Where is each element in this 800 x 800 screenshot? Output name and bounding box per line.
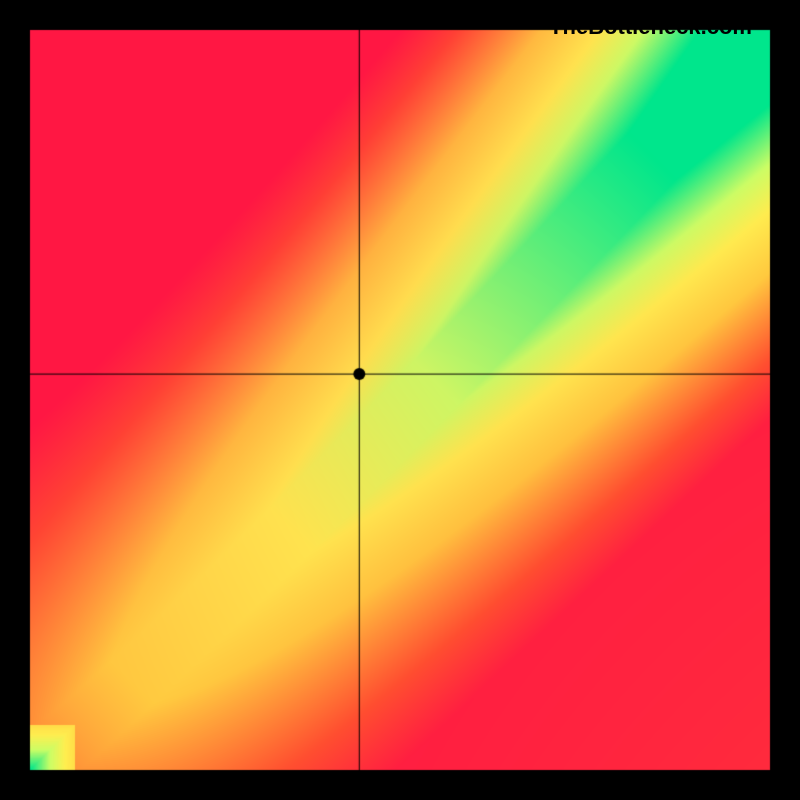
bottleneck-heatmap: [0, 0, 800, 800]
watermark-text: TheBottleneck.com: [549, 14, 752, 40]
chart-container: TheBottleneck.com: [0, 0, 800, 800]
